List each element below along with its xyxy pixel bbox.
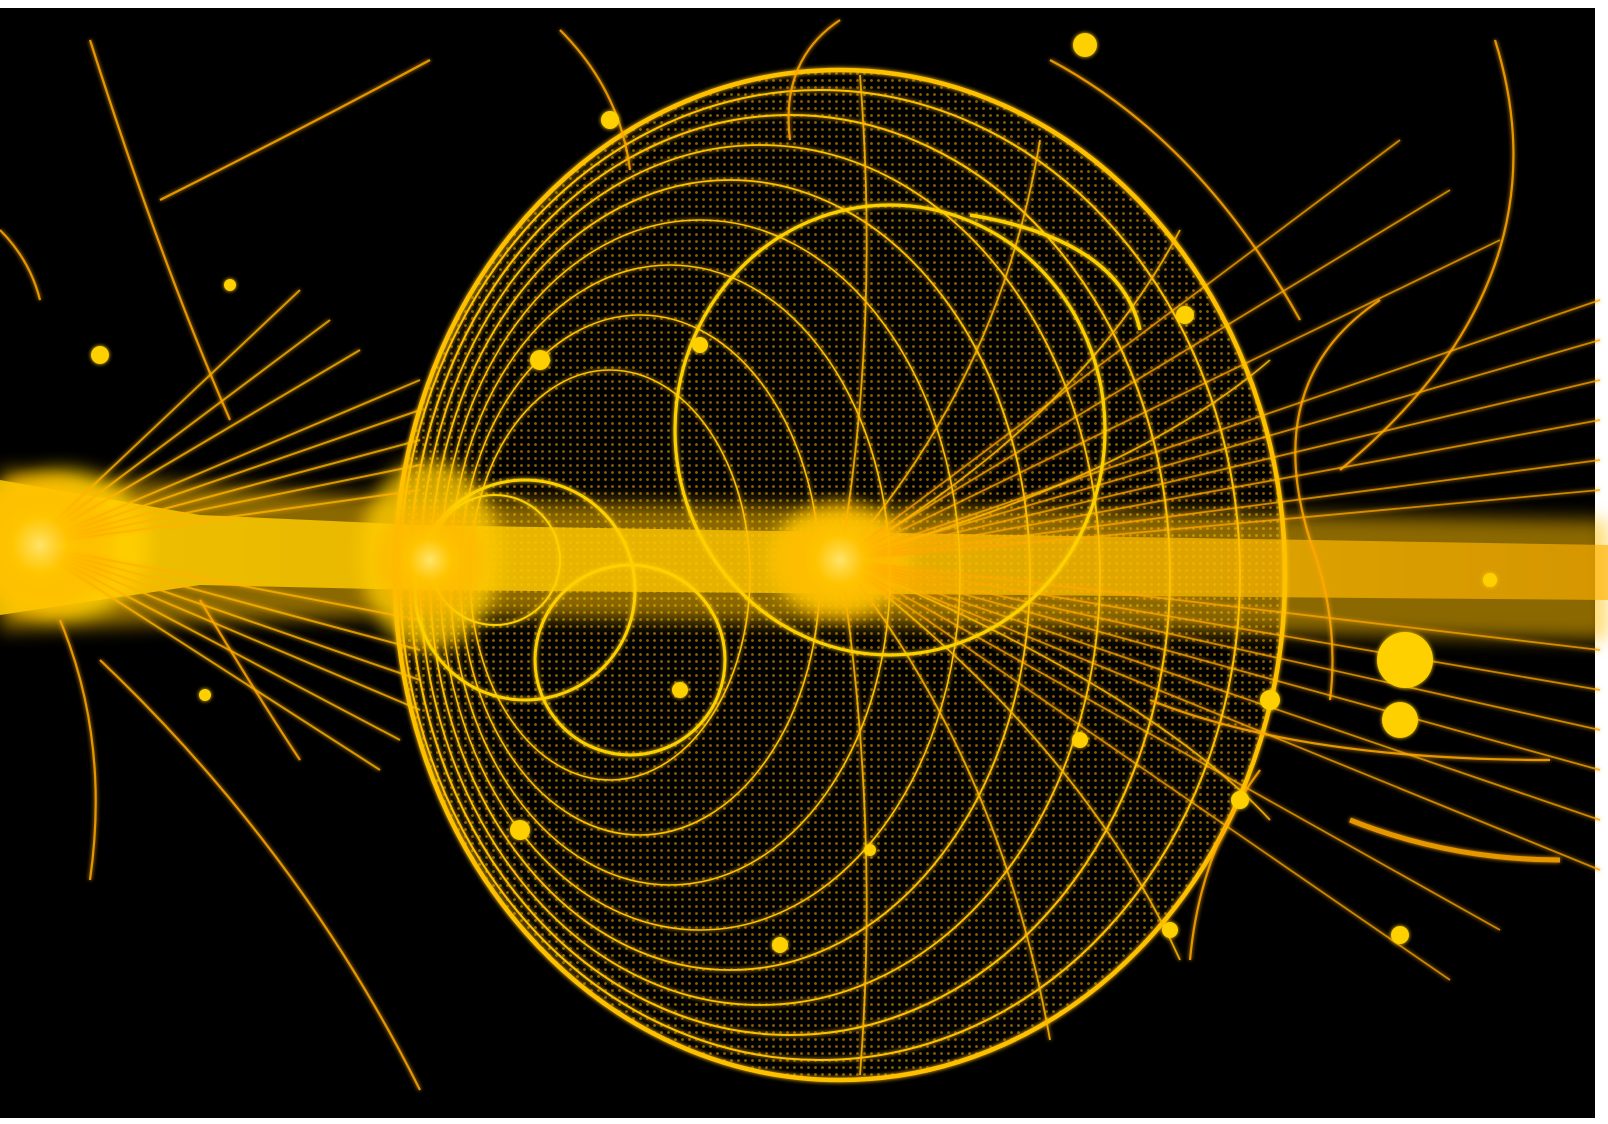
bright-spots — [91, 33, 1497, 953]
center-vertex-glow — [770, 490, 910, 630]
mid-vertex-glow — [370, 500, 490, 620]
outer-arc-tracks — [0, 19, 1561, 1091]
right-fan-tracks — [839, 139, 1601, 981]
left-vertex-glow — [0, 465, 120, 625]
